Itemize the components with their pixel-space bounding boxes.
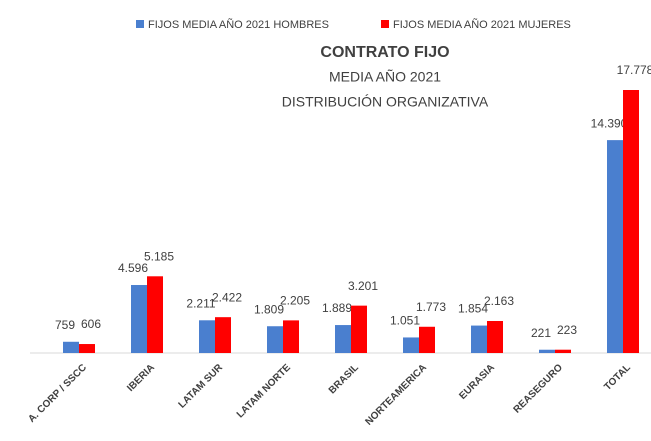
bar: [555, 349, 571, 353]
value-label: 2.422: [212, 290, 242, 304]
value-label: 2.163: [484, 294, 514, 308]
bar: [335, 325, 351, 353]
value-label: 606: [81, 317, 101, 331]
bar: [267, 326, 283, 353]
bar: [403, 337, 419, 353]
bar: [351, 305, 367, 353]
value-label: 1.773: [416, 300, 446, 314]
legend-swatch: [136, 20, 144, 28]
bar: [147, 276, 163, 353]
value-label: 14.390: [591, 116, 628, 130]
value-label: 1.889: [322, 301, 352, 315]
value-label: 4.596: [118, 261, 148, 275]
value-label: 759: [55, 318, 75, 332]
value-label: 1.854: [458, 302, 488, 316]
bar: [131, 285, 147, 353]
bar: [487, 321, 503, 353]
value-label: 2.205: [280, 294, 310, 308]
legend-label: FIJOS MEDIA AÑO 2021 HOMBRES: [148, 18, 329, 31]
value-label: 1.051: [390, 314, 420, 328]
value-label: 223: [557, 323, 577, 337]
value-label: 3.201: [348, 279, 378, 293]
value-label: 1.809: [254, 302, 284, 316]
chart-subtitle: MEDIA AÑO 2021: [329, 69, 441, 85]
value-label: 17.778: [617, 63, 651, 77]
bar: [283, 320, 299, 353]
value-label: 221: [531, 326, 551, 340]
bar: [539, 349, 555, 353]
legend-label: FIJOS MEDIA AÑO 2021 MUJERES: [393, 18, 571, 31]
legend-swatch: [381, 20, 389, 28]
bar: [199, 320, 215, 353]
value-label: 2.211: [186, 296, 215, 310]
bar: [79, 344, 95, 353]
chart-subtitle: DISTRIBUCIÓN ORGANIZATIVA: [282, 94, 489, 110]
bar: [623, 90, 639, 353]
bar: [215, 317, 231, 353]
bar: [419, 326, 435, 353]
bar: [63, 341, 79, 353]
chart-title: CONTRATO FIJO: [320, 44, 449, 61]
bar: [471, 325, 487, 353]
value-label: 5.185: [144, 249, 174, 263]
bar: [607, 140, 623, 353]
